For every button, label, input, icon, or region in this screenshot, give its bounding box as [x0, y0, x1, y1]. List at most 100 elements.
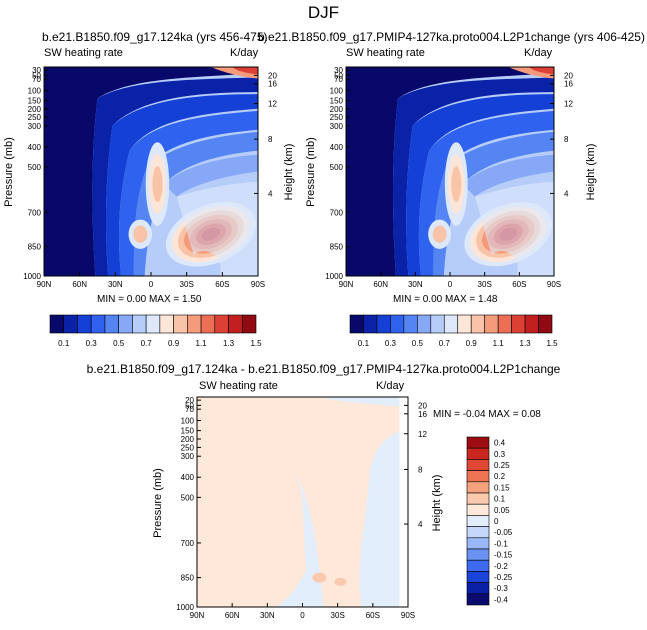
contour-fill [44, 67, 258, 276]
x-tick-label: 60S [366, 611, 380, 620]
height-tick-label: 12 [418, 430, 427, 439]
y-axis-title: Pressure (mb) [152, 468, 164, 538]
y-tick-label: 150 [181, 427, 195, 436]
y-tick-label: 100 [28, 86, 42, 95]
x-tick-label: 90N [37, 280, 52, 289]
panel2-title: b.e21.B1850.f09_g17.PMIP4-127ka.proto004… [258, 30, 645, 44]
y-tick-label: 250 [330, 113, 344, 122]
y-axis-title: Pressure (mb) [305, 137, 317, 207]
colorbar-swatch [173, 314, 188, 334]
y-tick-label: 50 [334, 71, 343, 80]
contour-fill [232, 67, 258, 75]
y-tick-label: 850 [330, 243, 344, 252]
colorbar-swatch [511, 314, 526, 334]
panel2-field [346, 67, 554, 276]
y-tick-label: 200 [181, 435, 195, 444]
colorbar-diff: 0.4 0.3 0.25 0.2 0.15 0.1 0.05 0 -0.05 -0.1 -0.15 -… [466, 436, 513, 606]
colorbar-label: 0.4 [494, 439, 506, 448]
panel2-left-label: SW heating rate [346, 47, 425, 59]
contour-fill [92, 77, 258, 276]
y-tick-label: 1000 [23, 272, 41, 281]
panel2-stats: MIN = 0.00 MAX = 1.48 [393, 294, 498, 305]
colorbar-swatch [466, 548, 490, 561]
x-tick-label: 30S [331, 611, 345, 620]
height-axis-title: Height (km) [431, 475, 443, 532]
contour-fill [393, 77, 554, 276]
colorbar-label: 0.3 [385, 339, 397, 348]
x-tick-label: 30N [108, 280, 123, 289]
colorbar-label: -0.4 [494, 595, 508, 604]
contour-fill [334, 577, 347, 586]
x-tick-label: 90N [190, 611, 205, 620]
colorbar-swatch [538, 314, 553, 334]
y-tick-label: 20 [185, 396, 194, 405]
x-tick-label: 90S [251, 280, 265, 289]
y-tick-label: 1000 [325, 272, 343, 281]
contour-fill [451, 166, 462, 202]
panel3-stats: MIN = -0.04 MAX = 0.08 [433, 409, 541, 420]
y-tick-label: 150 [28, 96, 42, 105]
colorbar-main-2: 0.1 0.3 0.5 0.7 0.9 1.1 1.3 1.5 [349, 314, 558, 348]
contour-fill [152, 166, 163, 202]
panel1-title: b.e21.B1850.f09_g17.124ka (yrs 456-475) [42, 30, 268, 44]
colorbar-label: -0.3 [494, 584, 508, 593]
contour-fill [529, 67, 554, 75]
x-tick-label: 0 [300, 611, 305, 620]
colorbar-swatch [466, 470, 490, 483]
colorbar-swatch [159, 314, 174, 334]
height-tick-label: 16 [564, 80, 573, 89]
x-tick-label: 60N [373, 280, 388, 289]
colorbar-swatch [118, 314, 133, 334]
colorbar-label: 0.1 [58, 339, 70, 348]
contour-fill [319, 397, 408, 607]
colorbar-label: 0.25 [494, 461, 510, 470]
colorbar-swatch [443, 314, 459, 334]
panel3-right-label: K/day [376, 380, 405, 392]
panel3-axes: 90N 60N 30N 0 30S 60S 90S205070100150200250300… [152, 396, 443, 620]
y-tick-label: 500 [28, 163, 42, 172]
colorbar-swatch [390, 314, 405, 334]
colorbar-swatch [403, 314, 418, 334]
y-tick-label: 70 [185, 405, 194, 414]
colorbar-label: -0.05 [494, 528, 513, 537]
colorbar-label: 0.7 [141, 339, 153, 348]
y-tick-label: 300 [181, 452, 195, 461]
colorbar-swatch [466, 492, 490, 505]
panel3-field [197, 397, 408, 607]
height-axis-title: Height (km) [585, 144, 597, 201]
x-tick-label: 90S [401, 611, 415, 620]
colorbar-swatch [430, 314, 445, 334]
colorbar-label: 0.1 [358, 339, 370, 348]
colorbar-label: 1.3 [223, 339, 235, 348]
y-tick-label: 30 [334, 66, 343, 75]
colorbar-swatch [349, 314, 364, 334]
colorbar-label: 1.1 [196, 339, 208, 348]
height-tick-label: 16 [418, 410, 427, 419]
colorbar-swatch [466, 447, 490, 460]
colorbar-swatch [187, 314, 202, 334]
height-axis-title: Height (km) [283, 144, 295, 201]
y-tick-label: 400 [330, 143, 344, 152]
colorbar-swatch [214, 314, 229, 334]
y-tick-label: 700 [181, 539, 195, 548]
height-tick-label: 4 [268, 189, 273, 198]
y-tick-label: 250 [28, 113, 42, 122]
colorbar-swatch [497, 314, 512, 334]
colorbar-swatch [466, 582, 490, 595]
y-tick-label: 100 [330, 86, 344, 95]
colorbar-swatch [77, 314, 92, 334]
y-tick-label: 100 [181, 417, 195, 426]
colorbar-swatch [63, 314, 78, 334]
x-tick-label: 30S [180, 280, 194, 289]
colorbar-label: 0.9 [466, 339, 478, 348]
colorbar-swatch [363, 314, 378, 334]
colorbar-label: 0.1 [494, 495, 506, 504]
colorbar-label: 0.3 [494, 450, 506, 459]
colorbar-label: -0.25 [494, 573, 513, 582]
y-tick-label: 70 [334, 75, 343, 84]
panel1-right-label: K/day [230, 47, 259, 59]
colorbar-swatch [466, 559, 490, 572]
contour-fill [346, 67, 554, 276]
y-tick-label: 50 [32, 71, 41, 80]
colorbar-swatch [524, 314, 539, 334]
